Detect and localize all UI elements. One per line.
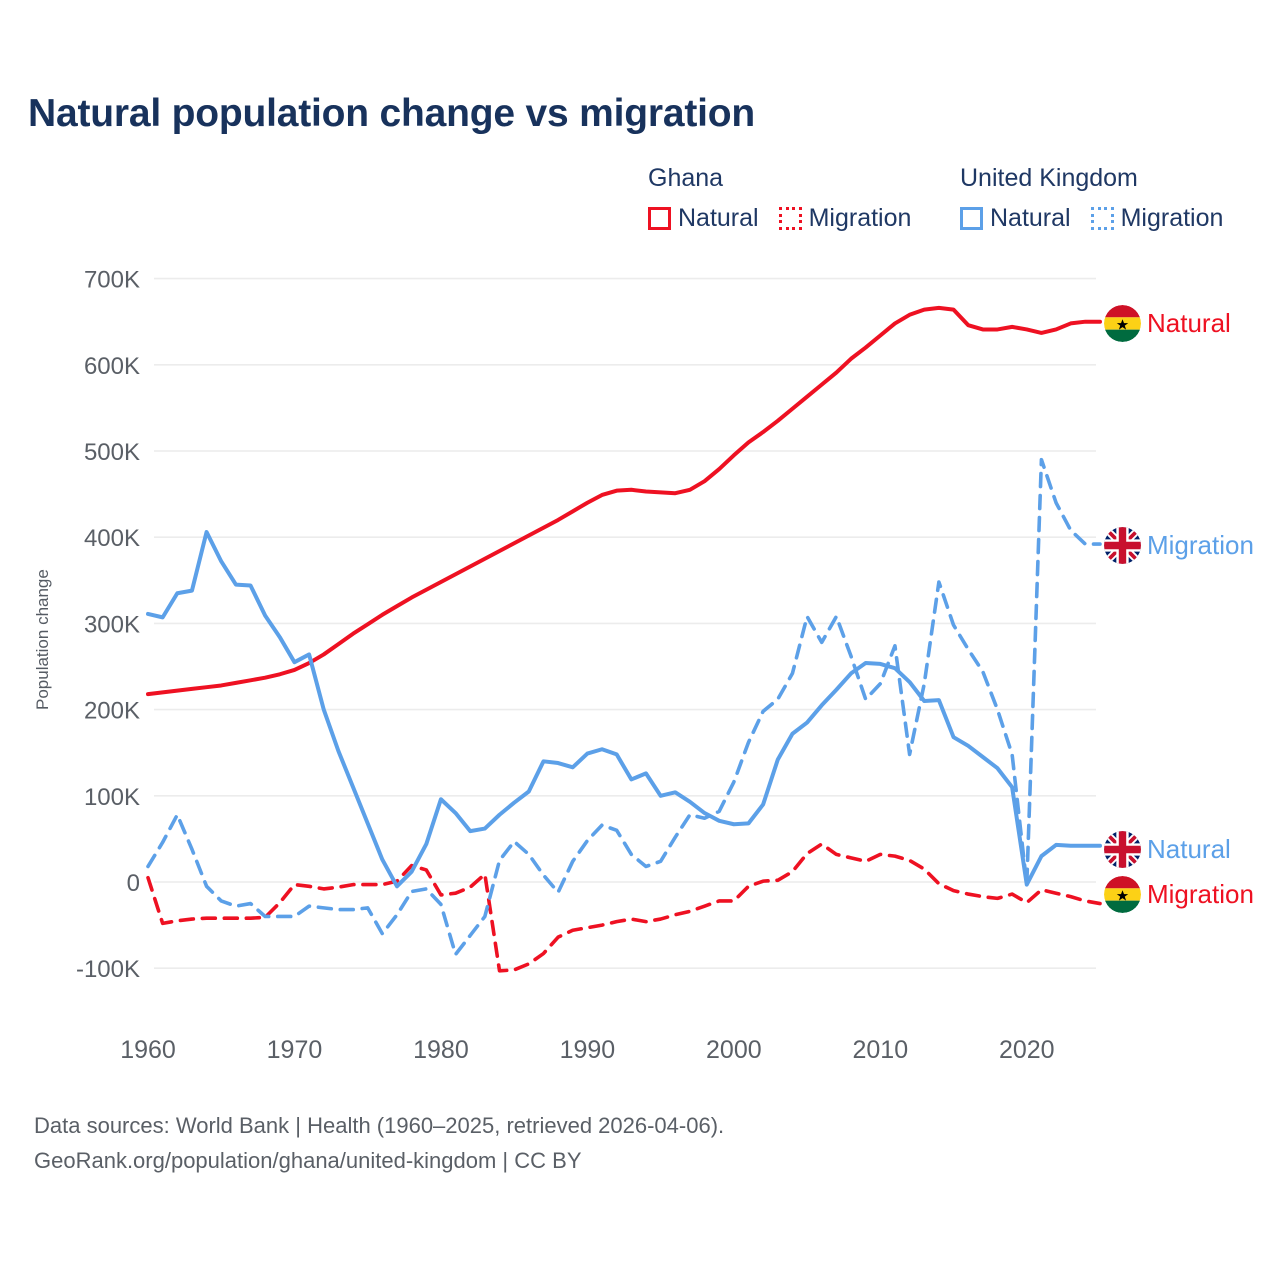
x-axis-tick-label: 2020 xyxy=(999,1036,1055,1064)
legend-swatch-dotted-icon xyxy=(778,207,802,230)
legend-swatch-solid-icon xyxy=(648,207,671,230)
y-axis-tick-label: 600K xyxy=(84,353,140,380)
y-axis-tick-label: 700K xyxy=(84,267,140,294)
y-axis-tick-label: 200K xyxy=(84,698,140,725)
legend-item-label: Natural xyxy=(990,204,1071,232)
x-axis-tick-label: 1960 xyxy=(120,1036,176,1064)
y-axis-tick-label: 300K xyxy=(84,611,140,638)
ghana-flag-icon xyxy=(1104,876,1141,913)
y-axis-tick-label: 500K xyxy=(84,439,140,466)
united-kingdom-flag-icon xyxy=(1104,527,1141,564)
end-label-ghana-natural: Natural xyxy=(1104,305,1231,342)
legend-group-ghana: Ghana Natural Migration xyxy=(648,163,911,233)
legend-item-label: Migration xyxy=(808,204,912,232)
united-kingdom-flag-icon xyxy=(1104,831,1141,868)
legend-item-label: Natural xyxy=(678,204,759,232)
legend-swatch-dotted-icon xyxy=(1090,207,1114,230)
x-axis-tick-label: 1970 xyxy=(267,1036,323,1064)
series-line-ghana-natural xyxy=(146,305,1102,697)
end-label-text: Natural xyxy=(1147,834,1231,864)
legend-group-title: United Kingdom xyxy=(960,164,1138,192)
x-axis-ticks: 1960 1970 1980 1990 2000 2010 2020 xyxy=(120,1036,1054,1064)
legend-item-label: Migration xyxy=(1120,204,1224,232)
legend-group-united-kingdom: United Kingdom Natural Migration xyxy=(960,163,1223,233)
legend-item-uk-migration[interactable]: Migration xyxy=(1090,204,1224,233)
y-axis-tick-label: 100K xyxy=(84,784,140,811)
end-label-text: Natural xyxy=(1147,308,1231,338)
legend-item-ghana-natural[interactable]: Natural xyxy=(648,204,759,233)
y-axis-tick-label: 400K xyxy=(84,525,140,552)
end-label-uk-migration: Migration xyxy=(1104,527,1254,564)
footer-line-1: Data sources: World Bank | Health (1960–… xyxy=(34,1113,725,1138)
legend-item-ghana-migration[interactable]: Migration xyxy=(778,204,912,233)
legend-swatch-solid-icon xyxy=(960,207,983,230)
legend-group-title: Ghana xyxy=(648,164,724,192)
series-line-ghana-migration xyxy=(146,842,1102,973)
page-title: Natural population change vs migration xyxy=(28,92,755,135)
x-axis-tick-label: 1980 xyxy=(413,1036,469,1064)
x-axis-tick-label: 2000 xyxy=(706,1036,762,1064)
end-label-text: Migration xyxy=(1147,879,1254,909)
y-axis-tick-label: -100K xyxy=(76,956,140,983)
end-label-ghana-migration: Migration xyxy=(1104,876,1254,913)
y-axis-ticks: -100K 0 100K 200K 300K 400K 500K 600K 700K xyxy=(76,267,140,984)
end-label-uk-natural: Natural xyxy=(1104,831,1231,868)
legend-item-uk-natural[interactable]: Natural xyxy=(960,204,1071,233)
series-layer xyxy=(146,305,1102,973)
x-axis-tick-label: 2010 xyxy=(852,1036,908,1064)
footer-credits: Data sources: World Bank | Health (1960–… xyxy=(34,1108,724,1178)
y-axis-tick-label: 0 xyxy=(127,870,140,897)
chart-legend: Ghana Natural Migration United Kingdom N… xyxy=(648,163,1248,243)
series-line-united-kingdom-natural xyxy=(146,530,1102,889)
y-axis-title: Population change xyxy=(33,569,52,710)
ghana-flag-icon xyxy=(1104,305,1141,342)
end-label-text: Migration xyxy=(1147,530,1254,560)
x-axis-tick-label: 1990 xyxy=(560,1036,616,1064)
series-line-united-kingdom-migration xyxy=(146,457,1102,957)
footer-line-2: GeoRank.org/population/ghana/united-king… xyxy=(34,1148,582,1173)
